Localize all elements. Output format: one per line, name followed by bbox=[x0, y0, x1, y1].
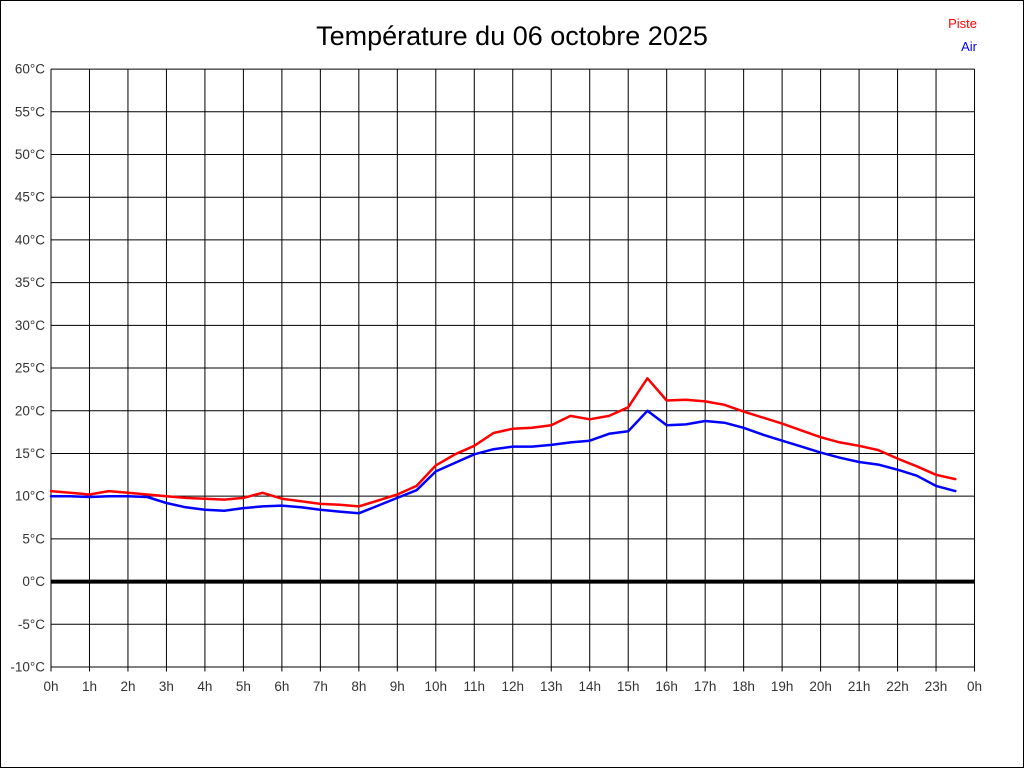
series-line-piste bbox=[49, 377, 957, 508]
svg-text:60°C: 60°C bbox=[15, 62, 45, 77]
axis-ticks bbox=[50, 667, 976, 672]
svg-text:22h: 22h bbox=[886, 679, 909, 694]
svg-text:10°C: 10°C bbox=[15, 489, 45, 504]
svg-text:15h: 15h bbox=[617, 679, 640, 694]
y-axis-labels: 60°C 55°C 50°C 45°C 40°C 35°C 30°C 25°C 20°C 15°C… bbox=[10, 62, 45, 675]
svg-text:21h: 21h bbox=[848, 679, 871, 694]
svg-text:18h: 18h bbox=[732, 679, 755, 694]
svg-text:0h: 0h bbox=[967, 679, 982, 694]
svg-text:13h: 13h bbox=[540, 679, 563, 694]
series-line-air bbox=[49, 409, 957, 515]
svg-text:7h: 7h bbox=[313, 679, 328, 694]
svg-text:45°C: 45°C bbox=[15, 190, 45, 205]
svg-text:16h: 16h bbox=[655, 679, 678, 694]
legend-item-piste: Piste bbox=[948, 12, 977, 35]
svg-text:17h: 17h bbox=[694, 679, 717, 694]
svg-text:40°C: 40°C bbox=[15, 232, 45, 247]
svg-text:19h: 19h bbox=[771, 679, 794, 694]
svg-text:-10°C: -10°C bbox=[10, 660, 45, 675]
svg-text:4h: 4h bbox=[197, 679, 212, 694]
svg-text:5h: 5h bbox=[236, 679, 251, 694]
svg-text:2h: 2h bbox=[120, 679, 135, 694]
svg-text:12h: 12h bbox=[501, 679, 524, 694]
svg-text:50°C: 50°C bbox=[15, 147, 45, 162]
svg-text:14h: 14h bbox=[578, 679, 601, 694]
legend-label-air: Air bbox=[961, 39, 977, 54]
chart-title: Température du 06 octobre 2025 bbox=[316, 21, 708, 51]
svg-text:8h: 8h bbox=[351, 679, 366, 694]
x-axis-labels: 0h 1h 2h 3h 4h 5h 6h 7h 8h 9h 10h 11h 12h 13h 14h 15h 16… bbox=[43, 679, 982, 694]
svg-text:-5°C: -5°C bbox=[18, 617, 45, 632]
svg-text:1h: 1h bbox=[82, 679, 97, 694]
chart-legend: Piste Air bbox=[948, 12, 977, 58]
svg-text:55°C: 55°C bbox=[15, 104, 45, 119]
svg-text:15°C: 15°C bbox=[15, 446, 45, 461]
legend-item-air: Air bbox=[948, 35, 977, 58]
grid-lines bbox=[50, 68, 976, 668]
svg-text:9h: 9h bbox=[390, 679, 405, 694]
legend-label-piste: Piste bbox=[948, 16, 977, 31]
svg-text:5°C: 5°C bbox=[22, 531, 45, 546]
svg-text:25°C: 25°C bbox=[15, 361, 45, 376]
svg-text:3h: 3h bbox=[159, 679, 174, 694]
svg-text:11h: 11h bbox=[464, 679, 486, 694]
svg-text:0h: 0h bbox=[43, 679, 58, 694]
svg-text:10h: 10h bbox=[425, 679, 448, 694]
series-lines bbox=[49, 377, 957, 515]
svg-text:0°C: 0°C bbox=[22, 574, 45, 589]
svg-text:20°C: 20°C bbox=[15, 403, 45, 418]
svg-text:35°C: 35°C bbox=[15, 275, 45, 290]
svg-text:30°C: 30°C bbox=[15, 318, 45, 333]
svg-text:20h: 20h bbox=[809, 679, 832, 694]
svg-text:23h: 23h bbox=[925, 679, 948, 694]
svg-text:6h: 6h bbox=[274, 679, 289, 694]
